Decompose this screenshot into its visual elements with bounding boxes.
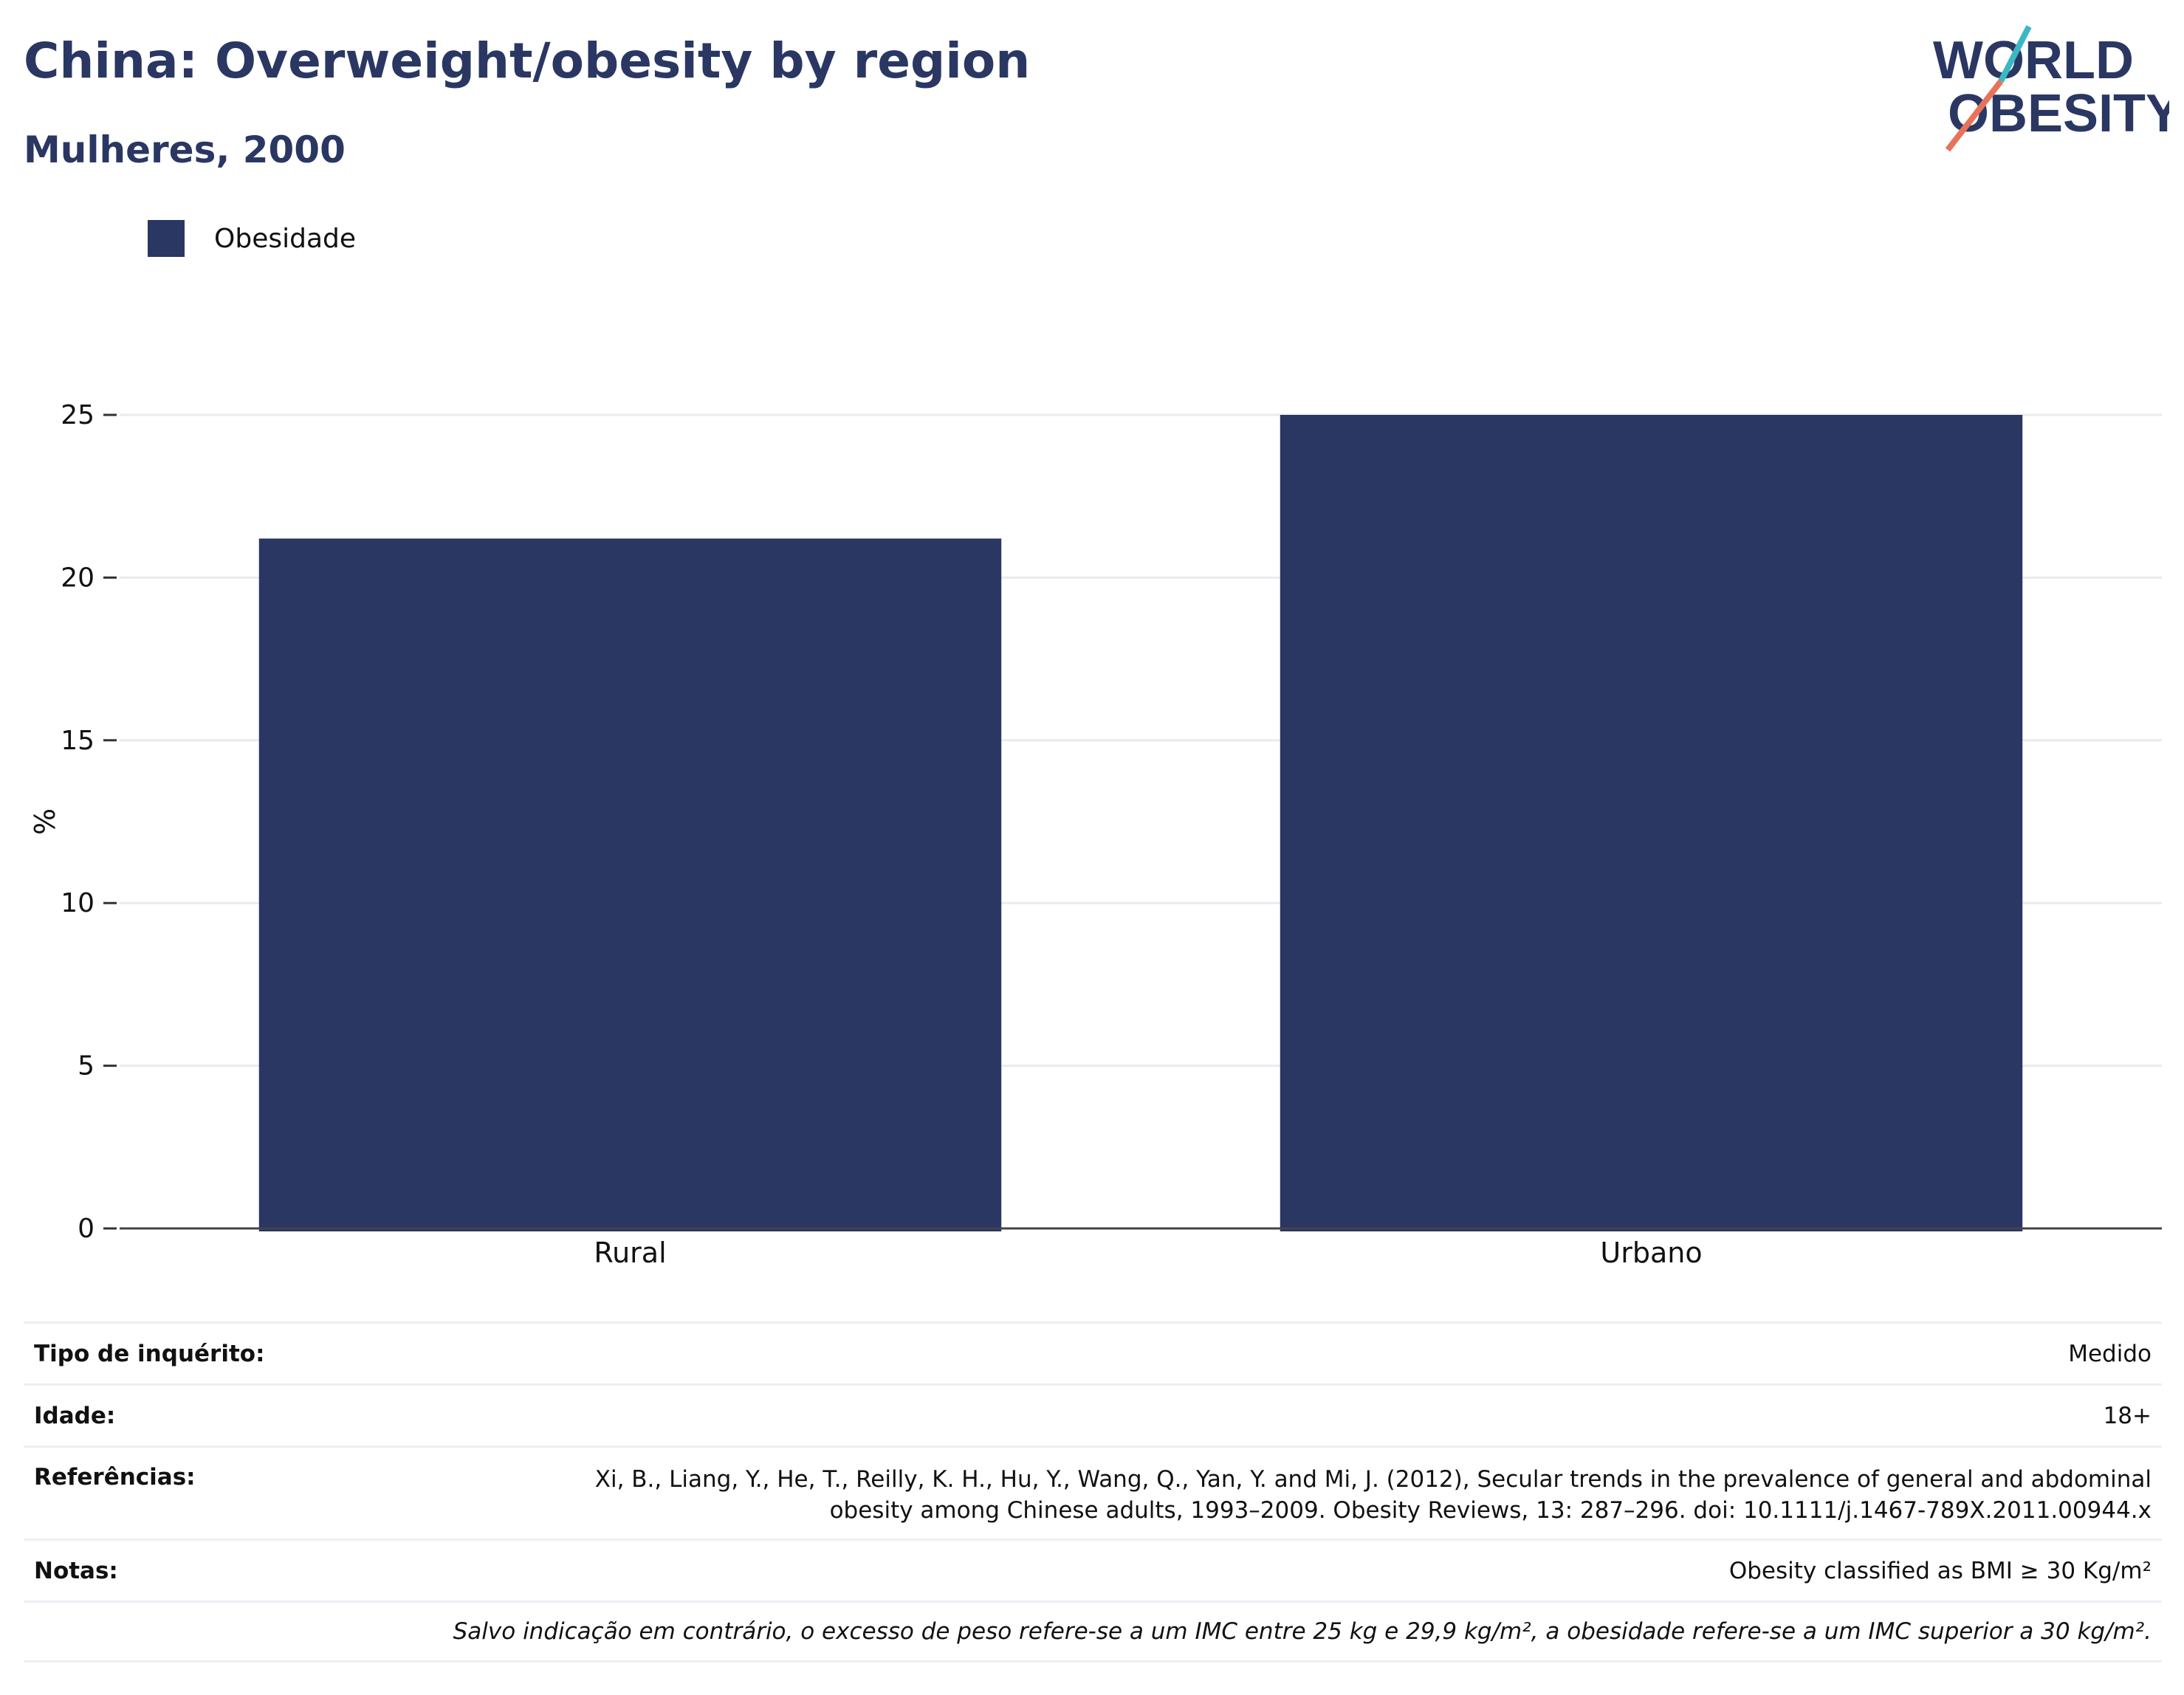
y-tick-label: 25 [61,400,95,430]
age-label: Idade: [34,1402,116,1429]
x-tick-label: Rural [594,1237,666,1269]
y-axis-label: % [29,808,61,835]
legend-label-obesidade: Obesidade [214,223,357,254]
chart-title: China: Overweight/obesity by region [24,32,1031,89]
info-row-age: Idade: 18+ [24,1383,2162,1445]
info-row-survey-type: Tipo de inquérito: Medido [24,1321,2162,1383]
y-tick-label: 15 [61,726,95,756]
info-table: Tipo de inquérito: Medido Idade: 18+ Ref… [24,1321,2162,1663]
references-line-1: Xi, B., Liang, Y., He, T., Reilly, K. H.… [594,1466,2152,1493]
legend-swatch-obesidade [148,220,185,257]
survey-type-value: Medido [2068,1340,2152,1367]
references-line-2: obesity among Chinese adults, 1993–2009.… [829,1497,2152,1524]
bar-urbano [1280,415,2023,1231]
references-value: Xi, B., Liang, Y., He, T., Reilly, K. H.… [595,1464,2152,1526]
age-value: 18+ [2103,1402,2152,1429]
y-tick-label: 0 [78,1214,95,1244]
y-tick-label: 10 [61,888,95,918]
notes-value: Obesity classified as BMI ≥ 30 Kg/m² [1728,1557,2152,1584]
logo-slash-coral [1945,79,2004,152]
info-row-notes: Notas: Obesity classified as BMI ≥ 30 Kg… [24,1538,2162,1601]
bar-rural [258,538,1002,1231]
logo-slash-teal [1998,25,2032,83]
chart-subtitle: Mulheres, 2000 [24,128,346,171]
references-label: Referências: [34,1464,196,1491]
survey-type-label: Tipo de inquérito: [34,1340,265,1367]
world-obesity-logo: WORLD OBESITY [1933,25,2169,152]
logo-line-1: WORLD [1933,31,2134,90]
chart-legend: Obesidade [148,220,356,257]
logo-line-2: OBESITY [1948,84,2169,143]
bar-chart: 0 5 10 15 20 25% Rural Urbano [29,400,2162,1269]
notes-label: Notas: [34,1557,118,1584]
info-row-references: Referências: Xi, B., Liang, Y., He, T., … [24,1445,2162,1538]
info-row-footnote: Salvo indicação em contrário, o excesso … [24,1601,2162,1663]
y-tick-label: 5 [78,1051,95,1082]
footnote-text: Salvo indicação em contrário, o excesso … [453,1618,2152,1645]
y-tick-label: 20 [61,563,95,593]
x-tick-label: Urbano [1600,1237,1702,1269]
